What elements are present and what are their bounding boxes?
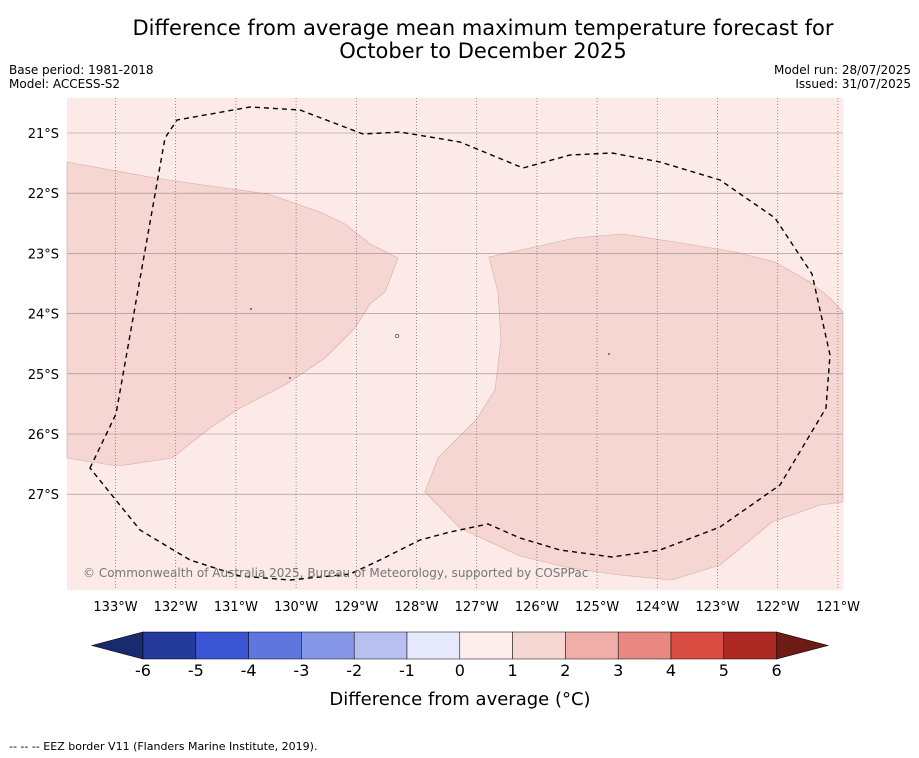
latitude-tick-label: 23°S [28, 247, 59, 262]
colorbar-label: Difference from average (°C) [329, 689, 590, 710]
colorbar-segment [406, 631, 461, 660]
model-run: Model run: 28/07/2025 [773, 63, 911, 77]
longitude-tick-label: 132°W [154, 600, 198, 615]
longitude-tick-label: 128°W [394, 600, 438, 615]
island-speck [395, 334, 399, 338]
latitude-tick-label: 21°S [28, 127, 59, 142]
island-markers [250, 308, 610, 379]
latitude-tick-label: 27°S [28, 488, 59, 503]
longitude-tick-label: 129°W [334, 600, 378, 615]
colorbar-segment [723, 631, 777, 660]
colorbar-tick-label: -3 [293, 661, 309, 680]
forecast-map-figure: © Commonwealth of Australia 2025, Bureau… [28, 98, 860, 710]
colorbar-segment [512, 631, 566, 660]
longitude-tick-label: 122°W [756, 600, 800, 615]
colorbar-tick-label: -4 [241, 661, 257, 680]
title-line-2: October to December 2025 [339, 39, 627, 63]
longitude-tick-label: 123°W [695, 600, 739, 615]
map-title: Difference from average mean maximum tem… [0, 17, 919, 63]
anomaly-region-west [66, 161, 399, 467]
colorbar-tick-label: -6 [135, 661, 151, 680]
colorbar-segment [459, 631, 513, 660]
meta-right: Model run: 28/07/2025 Issued: 31/07/2025 [774, 63, 911, 91]
longitude-tick-label: 126°W [515, 600, 559, 615]
eez-border [89, 106, 831, 581]
base-period: Base period: 1981-2018 [9, 63, 154, 77]
island-speck [250, 308, 252, 310]
title-line-1: Difference from average mean maximum tem… [132, 16, 834, 40]
colorbar-segment [670, 631, 725, 660]
colorbar-tick-label: -5 [188, 661, 204, 680]
copyright-notice: © Commonwealth of Australia 2025, Bureau… [83, 566, 588, 580]
latitude-tick-label: 24°S [28, 308, 59, 323]
longitude-tick-label: 124°W [635, 600, 679, 615]
colorbar-tick-label: -2 [346, 661, 362, 680]
latitude-tick-label: 22°S [28, 187, 59, 202]
model-name: Model: ACCESS-S2 [9, 77, 121, 91]
longitude-tick-label: 130°W [274, 600, 318, 615]
latitude-labels: 21°S 22°S 23°S 24°S 25°S 26°S 27°S [28, 127, 59, 503]
island-speck [289, 377, 291, 379]
colorbar-segment [248, 631, 302, 660]
longitude-tick-label: 131°W [214, 600, 258, 615]
colorbar-tick-label: 5 [719, 661, 729, 680]
latitude-tick-label: 26°S [28, 428, 59, 443]
colorbar-segment [353, 631, 408, 660]
meta-left: Base period: 1981-2018 Model: ACCESS-S2 [9, 63, 154, 91]
anomaly-region-east [424, 233, 844, 581]
longitude-tick-label: 125°W [575, 600, 619, 615]
issued-date: Issued: 31/07/2025 [795, 77, 911, 91]
colorbar-tick-label: 4 [666, 661, 676, 680]
colorbar-extend-high [776, 631, 830, 660]
colorbar-tick-label: 6 [772, 661, 782, 680]
colorbar-segment [301, 631, 355, 660]
colorbar-extend-low [90, 631, 144, 660]
colorbar-segment [617, 631, 672, 660]
colorbar: -6 -5 -4 -3 -2 -1 0 1 2 3 4 5 6 [90, 631, 830, 680]
eez-footnote: -- -- -- EEZ border V11 (Flanders Marine… [9, 740, 318, 753]
graticule [67, 98, 843, 590]
latitude-tick-label: 25°S [28, 368, 59, 383]
colorbar-segment [195, 631, 249, 660]
colorbar-tick-label: 0 [455, 661, 465, 680]
longitude-tick-label: 127°W [455, 600, 499, 615]
colorbar-tick-label: 3 [613, 661, 623, 680]
longitude-tick-label: 121°W [816, 600, 860, 615]
colorbar-tick-label: 1 [508, 661, 518, 680]
colorbar-tick-label: -1 [399, 661, 415, 680]
longitude-tick-label: 133°W [93, 600, 137, 615]
island-speck [608, 353, 610, 355]
longitude-labels: 133°W 132°W 131°W 130°W 129°W 128°W 127°W 126°W… [93, 600, 860, 615]
colorbar-tick-label: 2 [560, 661, 570, 680]
colorbar-segment [565, 631, 619, 660]
colorbar-segment [142, 631, 197, 660]
